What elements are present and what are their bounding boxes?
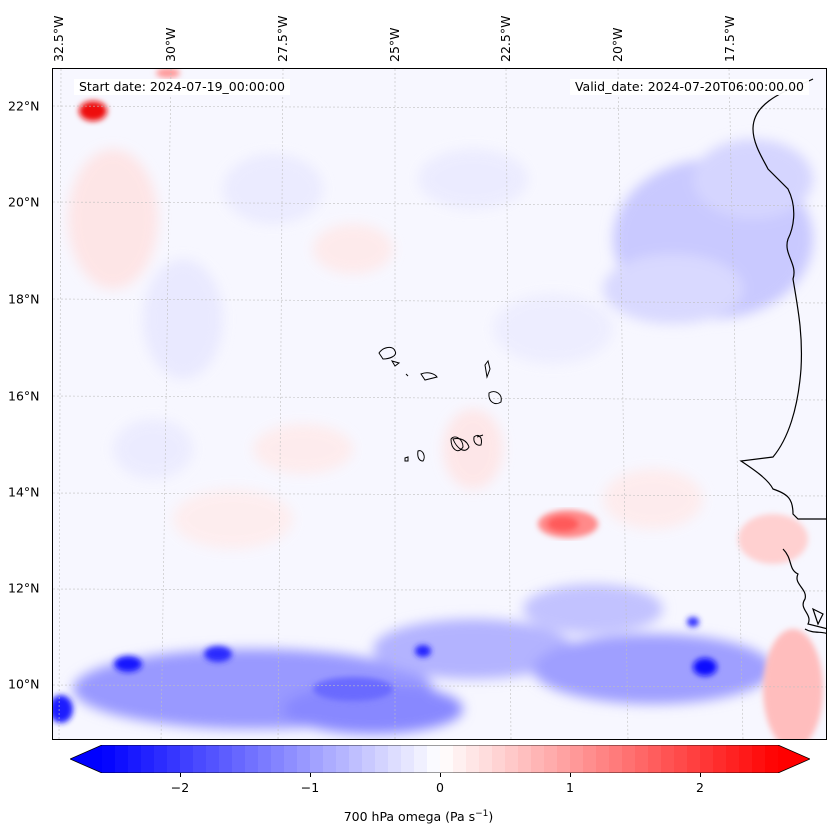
colorbar-segment xyxy=(336,745,350,773)
colorbar-segment xyxy=(154,745,168,773)
lat-tick-label: 16°N xyxy=(8,388,40,404)
colorbar xyxy=(69,744,811,774)
colorbar-segment xyxy=(713,745,727,773)
colorbar-segment xyxy=(141,745,155,773)
colorbar-segment xyxy=(258,745,272,773)
colorbar-segment xyxy=(427,745,441,773)
colorbar-segment xyxy=(180,745,194,773)
lon-tick-label: 32.5°W xyxy=(51,15,66,62)
colorbar-segment xyxy=(505,745,519,773)
colorbar-segment xyxy=(700,745,714,773)
lon-tick-label: 30°W xyxy=(163,27,178,62)
colorbar-segment xyxy=(635,745,649,773)
colorbar-segment xyxy=(453,745,467,773)
colorbar-segment xyxy=(297,745,311,773)
colorbar-segment xyxy=(570,745,584,773)
colorbar-segment xyxy=(674,745,688,773)
colorbar-segment xyxy=(518,745,532,773)
colorbar-segment xyxy=(440,745,454,773)
colorbar-segment xyxy=(648,745,662,773)
colorbar-label: 700 hPa omega (Pa s−1) xyxy=(343,809,494,825)
lat-tick-label: 14°N xyxy=(8,484,40,500)
colorbar-segment xyxy=(401,745,415,773)
colorbar-segment xyxy=(531,745,545,773)
colorbar-tick-mark xyxy=(700,773,701,777)
colorbar-tick-label: 1 xyxy=(566,780,574,795)
colorbar-segment xyxy=(466,745,480,773)
colorbar-segment xyxy=(167,745,181,773)
colorbar-tick-mark xyxy=(570,773,571,777)
colorbar-segment xyxy=(388,745,402,773)
lat-tick-label: 20°N xyxy=(8,194,40,210)
omega-field xyxy=(53,69,826,739)
lon-tick-label: 20°W xyxy=(610,27,625,62)
coastline xyxy=(739,78,826,634)
colorbar-segment xyxy=(232,745,246,773)
omega-map xyxy=(52,68,827,740)
colorbar-segment xyxy=(414,745,428,773)
colorbar-extend-low xyxy=(70,745,102,773)
colorbar-segment xyxy=(596,745,610,773)
colorbar-segment xyxy=(622,745,636,773)
colorbar-segment xyxy=(271,745,285,773)
colorbar-segment xyxy=(362,745,376,773)
colorbar-segment xyxy=(128,745,142,773)
start-date-label: Start date: 2024-07-19_00:00:00 xyxy=(74,79,290,95)
colorbar-segment xyxy=(479,745,493,773)
colorbar-segment xyxy=(219,745,233,773)
colorbar-segment xyxy=(349,745,363,773)
colorbar-segment xyxy=(726,745,740,773)
colorbar-segment xyxy=(583,745,597,773)
colorbar-tick-mark xyxy=(440,773,441,777)
colorbar-extend-high xyxy=(778,745,810,773)
colorbar-tick-mark xyxy=(180,773,181,777)
lon-tick-label: 25°W xyxy=(387,27,402,62)
lon-tick-label: 22.5°W xyxy=(498,15,513,62)
colorbar-segment xyxy=(206,745,220,773)
colorbar-segment xyxy=(752,745,766,773)
colorbar-segment xyxy=(115,745,129,773)
cape-verde-islands xyxy=(378,346,502,462)
colorbar-segment xyxy=(375,745,389,773)
colorbar-segment xyxy=(310,745,324,773)
colorbar-segment xyxy=(193,745,207,773)
colorbar-tick-label: 2 xyxy=(696,780,704,795)
colorbar-tick-label: −1 xyxy=(300,780,320,795)
colorbar-segment xyxy=(492,745,506,773)
lat-tick-label: 18°N xyxy=(8,291,40,307)
lon-tick-label: 27.5°W xyxy=(275,15,290,62)
colorbar-segment xyxy=(739,745,753,773)
colorbar-segment xyxy=(284,745,298,773)
colorbar-segment xyxy=(323,745,337,773)
colorbar-segment xyxy=(687,745,701,773)
colorbar-segment xyxy=(661,745,675,773)
lat-tick-label: 12°N xyxy=(8,580,40,596)
lat-tick-label: 10°N xyxy=(8,676,40,692)
colorbar-tick-label: −2 xyxy=(170,780,190,795)
colorbar-segment xyxy=(544,745,558,773)
colorbar-segment xyxy=(557,745,571,773)
valid-date-label: Valid_date: 2024-07-20T06:00:00.00 xyxy=(569,79,809,95)
colorbar-segment xyxy=(102,745,116,773)
colorbar-tick-label: 0 xyxy=(436,780,444,795)
colorbar-tick-mark xyxy=(310,773,311,777)
colorbar-segment xyxy=(245,745,259,773)
lat-tick-label: 22°N xyxy=(8,98,40,114)
colorbar-segment xyxy=(609,745,623,773)
colorbar-segment xyxy=(765,745,779,773)
lon-tick-label: 17.5°W xyxy=(722,15,737,62)
